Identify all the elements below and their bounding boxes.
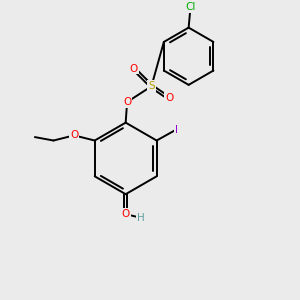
Text: I: I bbox=[175, 124, 178, 135]
Text: O: O bbox=[123, 97, 131, 107]
Text: S: S bbox=[148, 81, 155, 91]
Text: O: O bbox=[122, 209, 130, 219]
Text: O: O bbox=[130, 64, 138, 74]
Text: H: H bbox=[137, 213, 144, 223]
Text: Cl: Cl bbox=[185, 2, 195, 12]
Text: O: O bbox=[165, 93, 173, 103]
Text: O: O bbox=[70, 130, 78, 140]
